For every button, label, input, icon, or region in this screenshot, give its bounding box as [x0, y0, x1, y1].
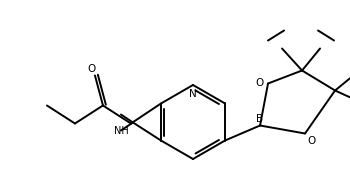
- Text: O: O: [88, 63, 96, 74]
- Text: N: N: [189, 89, 197, 99]
- Text: O: O: [256, 78, 264, 89]
- Text: NH: NH: [114, 127, 129, 136]
- Text: B: B: [257, 113, 264, 124]
- Text: O: O: [307, 135, 315, 146]
